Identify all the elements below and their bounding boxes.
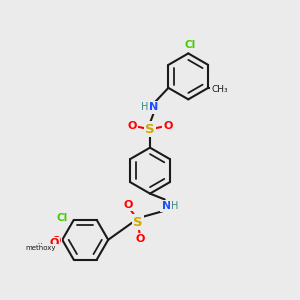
Text: methoxy: methoxy bbox=[26, 245, 56, 251]
Text: Cl: Cl bbox=[184, 40, 195, 50]
Text: O: O bbox=[49, 238, 59, 248]
Text: H: H bbox=[141, 102, 149, 112]
Text: Cl: Cl bbox=[57, 213, 68, 224]
Text: O: O bbox=[51, 236, 61, 246]
Text: O: O bbox=[123, 200, 133, 210]
Text: N: N bbox=[149, 102, 158, 112]
Text: O: O bbox=[164, 122, 173, 131]
Text: H: H bbox=[171, 201, 179, 211]
Text: S: S bbox=[134, 216, 143, 229]
Text: methoxy: methoxy bbox=[28, 243, 58, 249]
Text: N: N bbox=[162, 201, 171, 211]
Text: CH₃: CH₃ bbox=[211, 85, 228, 94]
Text: O: O bbox=[127, 122, 136, 131]
Text: S: S bbox=[145, 123, 155, 136]
Text: O: O bbox=[135, 234, 144, 244]
